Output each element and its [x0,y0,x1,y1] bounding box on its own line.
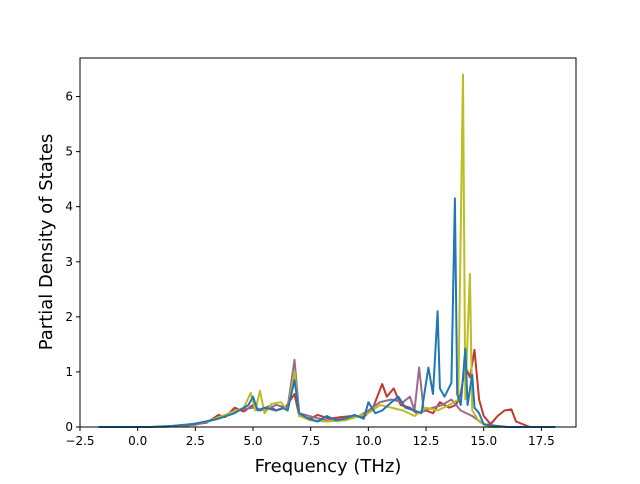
y-tick-label: 1 [65,365,73,379]
y-tick-label: 4 [65,200,73,214]
x-tick-label: −2.5 [65,434,94,448]
y-tick-label: 0 [65,420,73,434]
plot-frame [79,57,577,428]
x-tick-label: 15.0 [470,434,497,448]
x-tick-label: 2.5 [186,434,205,448]
x-tick-label: 12.5 [413,434,440,448]
x-tick-label: 0.0 [128,434,147,448]
series-line-4 [98,197,556,428]
x-tick-label: 7.5 [301,434,320,448]
series-layer [98,73,556,428]
x-tick-label: 10.0 [355,434,382,448]
axes-layer: −2.5 0.0 2.5 5.0 7.5 10.0 12.5 15.0 17.5 0 1 2 3 4 5 6 [65,57,577,448]
x-tick-label: 5.0 [243,434,262,448]
y-tick-label: 5 [65,145,73,159]
y-tick-label: 2 [65,310,73,324]
series-line-2 [98,358,556,428]
x-tick-label: 17.5 [528,434,555,448]
y-tick-label: 6 [65,90,73,104]
x-axis-label: Frequency (THz) [255,456,402,477]
y-axis-label: Partial Density of States [36,134,57,351]
y-tick-label: 3 [65,255,73,269]
